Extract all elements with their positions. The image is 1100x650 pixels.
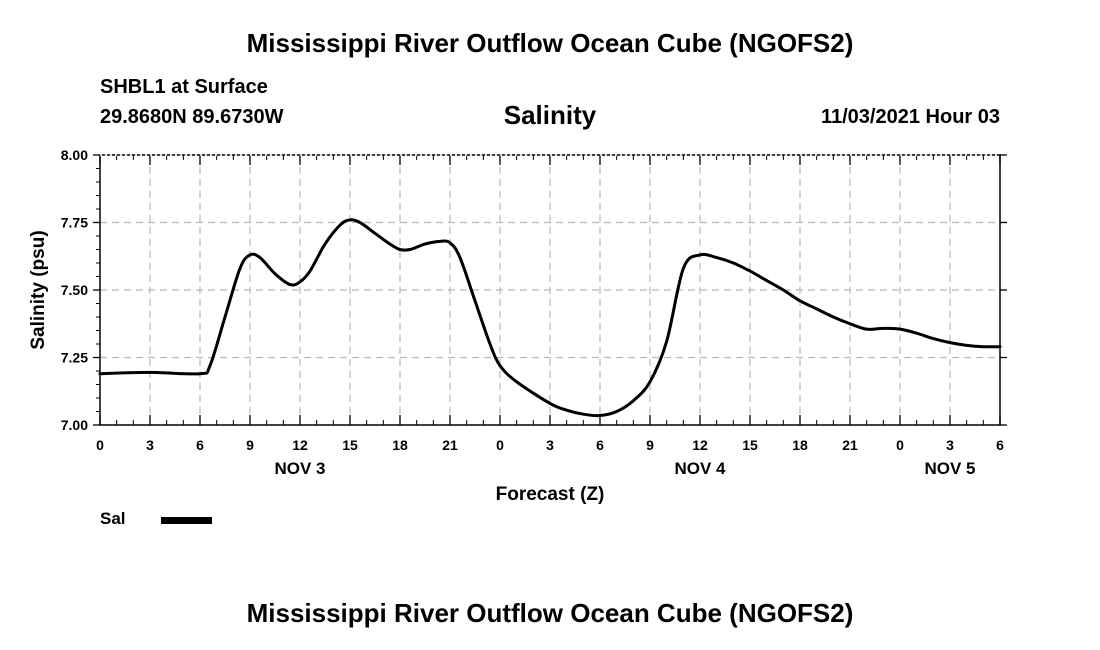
x-tick-label: 0	[96, 437, 104, 453]
x-tick-label: 21	[842, 437, 858, 453]
y-tick-label: 7.25	[61, 350, 88, 366]
x-tick-label: 15	[342, 437, 358, 453]
x-axis-label: Forecast (Z)	[496, 484, 605, 505]
y-tick-label: 7.75	[61, 215, 88, 231]
legend-label: Sal	[100, 509, 126, 528]
x-tick-label: 21	[442, 437, 458, 453]
y-axis-label: Salinity (psu)	[28, 230, 49, 349]
x-tick-label: 9	[246, 437, 254, 453]
legend-swatch	[161, 517, 212, 524]
x-tick-label: 3	[946, 437, 954, 453]
y-tick-label: 7.00	[61, 417, 88, 433]
x-tick-label: 6	[996, 437, 1004, 453]
x-tick-label: 6	[596, 437, 604, 453]
series-line-sal	[98, 218, 1002, 418]
y-tick-label: 7.50	[61, 282, 88, 298]
datetime-label: 11/03/2021 Hour 03	[820, 106, 1000, 128]
coordinates-label: 29.8680N 89.6730W	[100, 106, 284, 128]
x-tick-label: 18	[792, 437, 808, 453]
day-label: NOV 5	[924, 459, 975, 478]
chart-title: Salinity	[503, 100, 597, 130]
y-tick-label: 8.00	[61, 147, 88, 163]
x-tick-label: 15	[742, 437, 758, 453]
x-tick-label: 3	[546, 437, 554, 453]
x-tick-label: 6	[196, 437, 204, 453]
x-tick-label: 3	[146, 437, 154, 453]
x-tick-label: 9	[646, 437, 654, 453]
day-label: NOV 4	[674, 459, 726, 478]
day-label: NOV 3	[274, 459, 325, 478]
x-tick-label: 0	[496, 437, 504, 453]
station-label: SHBL1 at Surface	[100, 76, 268, 98]
page-title: Mississippi River Outflow Ocean Cube (NG…	[246, 28, 854, 58]
x-tick-label: 12	[292, 437, 308, 453]
x-tick-label: 18	[392, 437, 408, 453]
x-tick-label: 0	[896, 437, 904, 453]
footer-title: Mississippi River Outflow Ocean Cube (NG…	[246, 598, 854, 628]
x-tick-label: 12	[692, 437, 708, 453]
